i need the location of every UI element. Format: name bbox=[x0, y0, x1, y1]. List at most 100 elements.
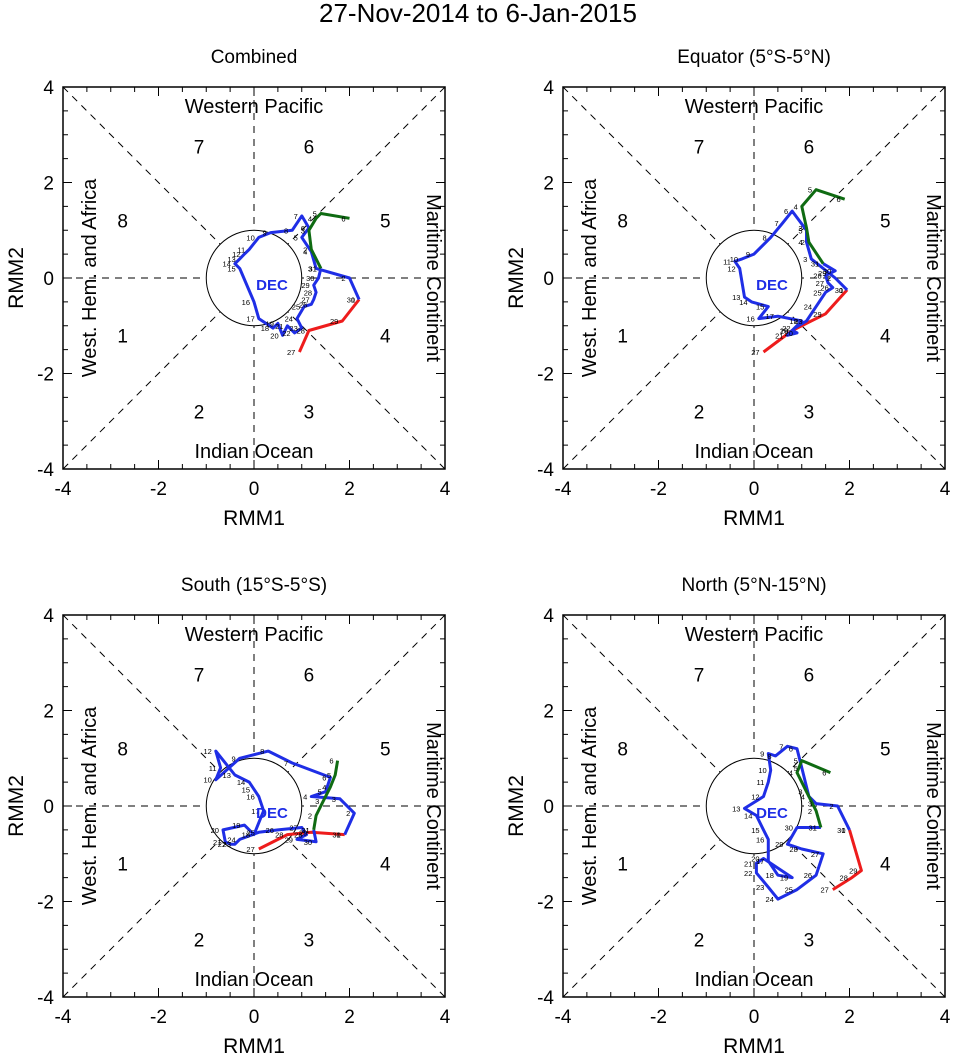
x-tick-label: 4 bbox=[440, 479, 451, 500]
phase-number-7: 7 bbox=[194, 138, 205, 159]
trajectory-nov bbox=[258, 830, 345, 851]
day-label: 4 bbox=[303, 248, 307, 257]
day-label: 18 bbox=[766, 871, 774, 880]
region-label-bottom: Indian Ocean bbox=[695, 969, 814, 991]
day-label: 25 bbox=[246, 828, 254, 837]
day-label: 1 bbox=[351, 295, 355, 304]
x-tick-label: 0 bbox=[249, 1007, 260, 1028]
y-tick-label: -2 bbox=[537, 365, 554, 386]
x-axis-label: RMM1 bbox=[723, 1035, 785, 1057]
phase-number-7: 7 bbox=[694, 666, 705, 687]
day-label: 4 bbox=[801, 792, 805, 801]
day-label: 14 bbox=[744, 812, 752, 821]
day-label: 9 bbox=[263, 229, 267, 238]
day-label: 12 bbox=[751, 792, 759, 801]
region-label-top: Western Pacific bbox=[685, 96, 824, 118]
day-label: 31 bbox=[301, 826, 309, 835]
region-label-right: Maritime Continent bbox=[922, 194, 944, 362]
day-label: 29 bbox=[330, 317, 338, 326]
day-label: 27 bbox=[816, 279, 824, 288]
day-label: 29 bbox=[299, 828, 307, 837]
day-label: 9 bbox=[746, 250, 750, 259]
day-label: 19 bbox=[232, 821, 240, 830]
day-label: 11 bbox=[209, 764, 217, 773]
day-label: 19 bbox=[266, 319, 274, 328]
day-label: 28 bbox=[275, 831, 283, 840]
y-tick-label: 0 bbox=[543, 797, 554, 818]
x-tick-label: -4 bbox=[55, 479, 72, 500]
day-label: 2 bbox=[346, 809, 350, 818]
region-label-top: Western Pacific bbox=[685, 624, 824, 646]
day-label: 11 bbox=[237, 245, 245, 254]
day-label: 25 bbox=[813, 288, 821, 297]
region-label-bottom: Indian Ocean bbox=[195, 441, 314, 463]
trajectory-nov bbox=[832, 829, 863, 891]
trajectory-jan bbox=[307, 212, 350, 270]
x-tick-label: 0 bbox=[749, 1007, 760, 1028]
y-axis-label: RMM2 bbox=[5, 775, 28, 837]
day-label: 27 bbox=[246, 845, 254, 854]
day-label: 24 bbox=[804, 303, 812, 312]
day-label: 10 bbox=[730, 255, 738, 264]
day-label: 21 bbox=[744, 859, 752, 868]
day-label: 26 bbox=[299, 300, 307, 309]
day-label: 8 bbox=[260, 747, 264, 756]
day-label: 21 bbox=[275, 322, 283, 331]
day-label: 14 bbox=[739, 298, 747, 307]
day-label: 31 bbox=[309, 264, 317, 273]
day-label: 28 bbox=[780, 327, 788, 336]
day-label: 6 bbox=[322, 773, 326, 782]
day-label: 6 bbox=[341, 214, 345, 223]
y-tick-label: 0 bbox=[43, 269, 54, 290]
x-axis-label: RMM1 bbox=[723, 507, 785, 530]
day-label: 31 bbox=[811, 260, 819, 269]
y-tick-label: 4 bbox=[543, 78, 554, 99]
region-label-right: Maritime Continent bbox=[422, 194, 444, 362]
phase-number-6: 6 bbox=[804, 138, 815, 159]
day-label: 30 bbox=[835, 286, 843, 295]
day-label: 1 bbox=[815, 260, 819, 269]
day-label: 3 bbox=[798, 788, 802, 797]
day-label: 27 bbox=[289, 823, 297, 832]
day-label: 26 bbox=[820, 284, 828, 293]
x-tick-label: -2 bbox=[150, 479, 167, 500]
phase-number-8: 8 bbox=[617, 212, 628, 233]
x-tick-label: 2 bbox=[344, 1007, 355, 1028]
day-label: 1 bbox=[337, 831, 341, 840]
day-label: 13 bbox=[732, 293, 740, 302]
x-tick-label: 0 bbox=[749, 479, 760, 500]
region-label-top: Western Pacific bbox=[185, 96, 324, 118]
y-tick-label: -4 bbox=[537, 988, 554, 1009]
region-label-bottom: Indian Ocean bbox=[195, 969, 314, 991]
y-tick-label: 2 bbox=[543, 174, 554, 195]
phase-number-7: 7 bbox=[194, 666, 205, 687]
day-label: 22 bbox=[782, 324, 790, 333]
x-tick-label: -4 bbox=[555, 1007, 572, 1028]
month-label: DEC bbox=[256, 277, 288, 294]
day-label: 8 bbox=[767, 752, 771, 761]
day-label: 6 bbox=[784, 207, 788, 216]
day-label: 1 bbox=[841, 826, 845, 835]
day-label: 1 bbox=[313, 264, 317, 273]
trajectory-jan bbox=[312, 760, 340, 831]
day-label: 17 bbox=[251, 807, 259, 816]
day-label: 3 bbox=[332, 795, 336, 804]
day-label: 28 bbox=[789, 845, 797, 854]
region-label-right: Maritime Continent bbox=[922, 722, 944, 890]
day-label: 15 bbox=[751, 826, 759, 835]
day-label: 5 bbox=[327, 771, 331, 780]
unit-circle bbox=[705, 229, 803, 327]
phase-number-6: 6 bbox=[304, 138, 315, 159]
x-tick-label: 4 bbox=[440, 1007, 451, 1028]
day-label: 27 bbox=[820, 886, 828, 895]
trajectory-jan bbox=[800, 188, 846, 265]
day-label: 5 bbox=[808, 186, 812, 195]
phase-number-4: 4 bbox=[380, 326, 391, 347]
day-label: 27 bbox=[301, 295, 309, 304]
y-tick-label: 2 bbox=[543, 702, 554, 723]
x-tick-label: -2 bbox=[650, 479, 667, 500]
day-label: 16 bbox=[246, 792, 254, 801]
day-label: 28 bbox=[297, 327, 305, 336]
